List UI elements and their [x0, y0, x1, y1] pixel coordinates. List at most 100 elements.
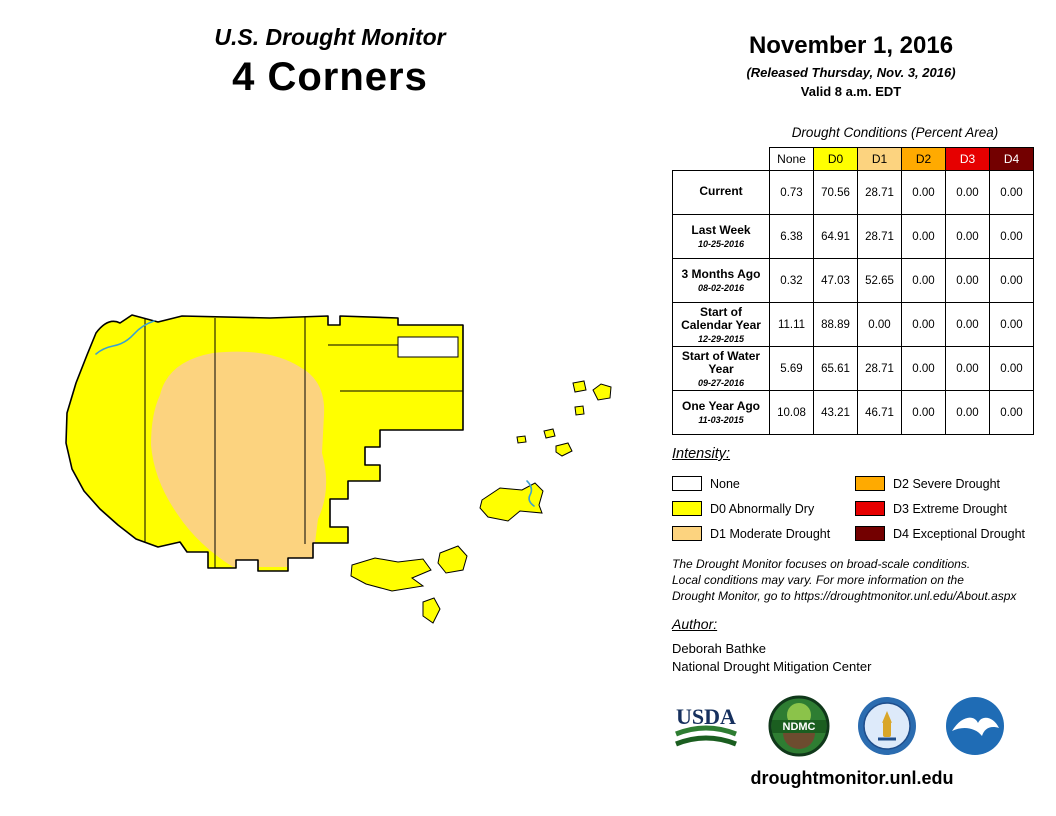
cell-value: 0.00 [945, 390, 990, 435]
svg-text:USDA: USDA [676, 704, 736, 729]
map-island [572, 380, 587, 393]
table-title: Drought Conditions (Percent Area) [791, 125, 999, 140]
logo-row: USDA NDMC [670, 694, 1006, 758]
row-label-3-months-ago: 3 Months Ago 08-02-2016 [672, 258, 770, 303]
table-row: Last Week 10-25-2016 6.38 64.91 28.71 0.… [672, 214, 1034, 259]
legend-label: D4 Exceptional Drought [893, 526, 1026, 541]
table-row: One Year Ago 11-03-2015 10.08 43.21 46.7… [672, 390, 1034, 435]
d2-swatch [855, 476, 885, 491]
drought-map [65, 314, 612, 624]
ndmc-logo: NDMC [768, 695, 830, 757]
disclaimer-line: Drought Monitor, go to https://droughtmo… [672, 589, 1017, 603]
cell-value: 0.00 [989, 170, 1034, 215]
legend-label: D3 Extreme Drought [893, 501, 1007, 516]
cell-value: 47.03 [813, 258, 858, 303]
author-name: Deborah Bathke [672, 641, 766, 656]
disclaimer-text: The Drought Monitor focuses on broad-sca… [672, 556, 1016, 604]
disclaimer-line: The Drought Monitor focuses on broad-sca… [672, 557, 971, 571]
cell-value: 0.00 [945, 346, 990, 391]
author-block: Author: Deborah Bathke National Drought … [672, 616, 871, 676]
cell-value: 46.71 [857, 390, 902, 435]
map-island [543, 428, 556, 439]
table-row: 3 Months Ago 08-02-2016 0.32 47.03 52.65… [672, 258, 1034, 303]
river-line [526, 480, 535, 507]
cell-value: 11.11 [769, 302, 814, 347]
d0-swatch [672, 501, 702, 516]
map-island [437, 545, 468, 574]
cell-value: 0.00 [945, 302, 990, 347]
county-borders [144, 316, 463, 568]
legend-item-d0: D0 Abnormally Dry [672, 496, 855, 521]
valid-time: Valid 8 a.m. EDT [800, 84, 902, 99]
col-header-d1: D1 [857, 147, 902, 171]
map-title-block: U.S. Drought Monitor 4 Corners [120, 24, 540, 100]
map-island [516, 435, 527, 444]
cell-value: 70.56 [813, 170, 858, 215]
table-row: Start of Calendar Year 12-29-2015 11.11 … [672, 302, 1034, 347]
cell-value: 5.69 [769, 346, 814, 391]
cell-value: 0.00 [945, 258, 990, 303]
cell-value: 0.00 [945, 214, 990, 259]
cell-value: 0.00 [901, 214, 946, 259]
commerce-seal-logo [858, 697, 916, 755]
map-island [574, 405, 585, 416]
map-border [65, 314, 464, 572]
cell-value: 6.38 [769, 214, 814, 259]
legend-item-d1: D1 Moderate Drought [672, 521, 855, 546]
legend-item-d2: D2 Severe Drought [855, 471, 1042, 496]
col-header-d0: D0 [813, 147, 858, 171]
cell-value: 88.89 [813, 302, 858, 347]
cell-value: 28.71 [857, 214, 902, 259]
cell-value: 0.00 [989, 258, 1034, 303]
cell-value: 0.00 [989, 390, 1034, 435]
svg-text:NDMC: NDMC [783, 721, 816, 733]
cell-value: 43.21 [813, 390, 858, 435]
table-corner-cell [673, 148, 770, 171]
cell-value: 0.00 [901, 346, 946, 391]
cell-value: 28.71 [857, 170, 902, 215]
report-date: November 1, 2016 [748, 32, 954, 59]
report-title: U.S. Drought Monitor [214, 24, 446, 50]
map-island [592, 383, 612, 401]
cell-value: 65.61 [813, 346, 858, 391]
cell-value: 0.00 [901, 302, 946, 347]
row-label-last-week: Last Week 10-25-2016 [672, 214, 770, 259]
cell-value: 0.00 [901, 390, 946, 435]
cell-value: 0.00 [857, 302, 902, 347]
row-label-current: Current [672, 170, 770, 215]
cell-value: 0.00 [989, 346, 1034, 391]
legend-item-none: None [672, 471, 855, 496]
noaa-logo [946, 697, 1004, 755]
table-row: Start of Water Year 09-27-2016 5.69 65.6… [672, 346, 1034, 391]
cell-value: 0.00 [901, 170, 946, 215]
table-header-row: None D0 D1 D2 D3 D4 [673, 147, 1034, 171]
row-label-start-water-year: Start of Water Year 09-27-2016 [672, 346, 770, 391]
cell-value: 0.73 [769, 170, 814, 215]
region-title: 4 Corners [232, 55, 428, 99]
map-island [479, 482, 544, 522]
map-island [422, 597, 441, 624]
cell-value: 64.91 [813, 214, 858, 259]
intensity-legend: Intensity: None D0 Abnormally Dry D1 Mod… [672, 446, 1042, 546]
legend-label: D0 Abnormally Dry [710, 501, 815, 516]
col-header-none: None [769, 147, 814, 171]
cell-value: 28.71 [857, 346, 902, 391]
legend-title: Intensity: [672, 446, 731, 462]
legend-label: D1 Moderate Drought [710, 526, 831, 541]
row-label-start-calendar-year: Start of Calendar Year 12-29-2015 [672, 302, 770, 347]
cell-value: 10.08 [769, 390, 814, 435]
cell-value: 52.65 [857, 258, 902, 303]
author-org: National Drought Mitigation Center [672, 659, 872, 674]
legend-item-d4: D4 Exceptional Drought [855, 521, 1042, 546]
map-island [555, 442, 573, 457]
legend-item-d3: D3 Extreme Drought [855, 496, 1042, 521]
author-heading: Author: [672, 616, 718, 632]
col-header-d2: D2 [901, 147, 946, 171]
legend-label: D2 Severe Drought [893, 476, 1001, 491]
map-islands [350, 380, 612, 624]
map-d1-region [151, 351, 327, 567]
map-none-county [397, 336, 459, 358]
col-header-d4: D4 [989, 147, 1034, 171]
droughtmonitor-url[interactable]: droughtmonitor.unl.edu [750, 768, 954, 788]
disclaimer-line: Local conditions may vary. For more info… [672, 573, 964, 587]
